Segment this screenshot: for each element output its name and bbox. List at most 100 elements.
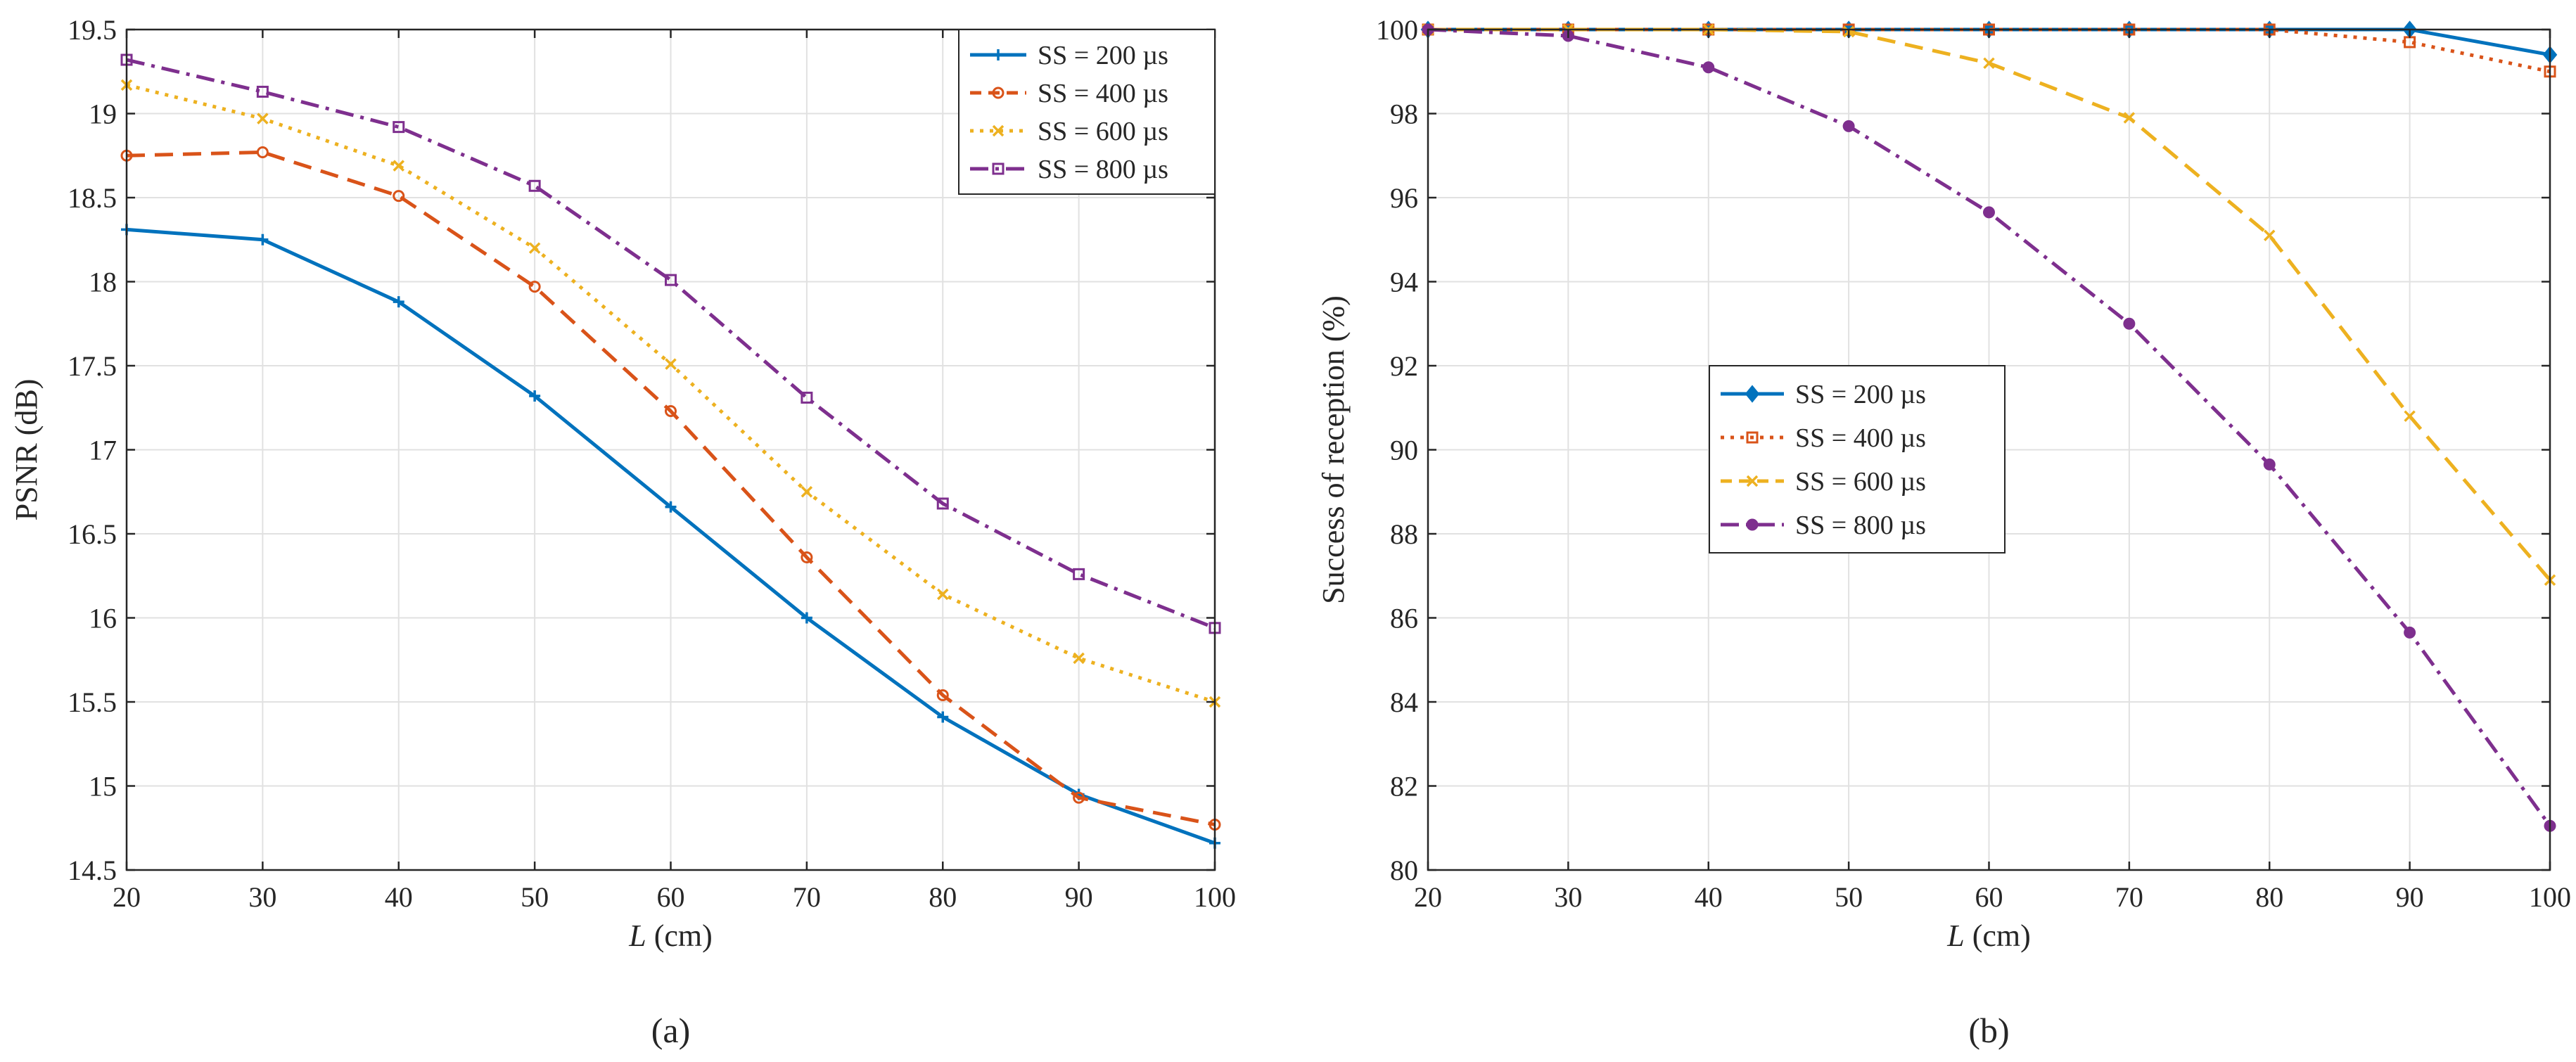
- y-tick-label: 96: [1390, 182, 1418, 214]
- data-point: [1983, 57, 1995, 70]
- legend-item: SS = 400 µs: [970, 79, 1168, 108]
- data-point: [528, 242, 541, 254]
- data-point: [1702, 61, 1715, 74]
- legend-marker: [992, 162, 1005, 175]
- legend-label: SS = 200 µs: [1795, 380, 1926, 409]
- data-point: [257, 113, 269, 124]
- x-tick-label: 50: [1835, 881, 1863, 913]
- legend-item: SS = 800 µs: [1721, 511, 1926, 540]
- y-tick-label: 16.5: [68, 518, 117, 550]
- data-point: [393, 296, 404, 308]
- series-line: [126, 58, 1216, 630]
- legend-item: SS = 200 µs: [970, 41, 1168, 70]
- data-point: [528, 281, 541, 293]
- y-tick-label: 19.5: [68, 14, 117, 46]
- y-tick-label: 82: [1390, 771, 1418, 802]
- legend-item: SS = 800 µs: [970, 155, 1168, 184]
- y-tick-label: 98: [1390, 98, 1418, 130]
- legend-box: [958, 29, 1216, 195]
- x-tick-label: 40: [1695, 881, 1723, 913]
- legend-label: SS = 400 µs: [1795, 423, 1926, 453]
- data-point: [256, 146, 269, 158]
- x-axis-label: L (cm): [628, 919, 713, 953]
- data-point: [1073, 652, 1085, 665]
- legend-marker: [1745, 385, 1760, 403]
- y-tick-label: 100: [1376, 14, 1418, 46]
- y-tick-label: 16: [89, 603, 117, 634]
- x-tick-label: 20: [113, 881, 141, 913]
- legend-label: SS = 800 µs: [1795, 511, 1926, 540]
- y-tick-label: 17.5: [68, 350, 117, 382]
- chart-panel-b: 20 30 40 50 60 70 80 90 100 80 82 84 86 88 90 92 94 96 98 1…: [1316, 14, 2571, 1050]
- y-tick-label: 88: [1390, 518, 1418, 550]
- data-point: [936, 497, 949, 510]
- y-tick-label: 84: [1390, 686, 1418, 718]
- x-tick-label: 70: [793, 881, 821, 913]
- x-tick-label: 50: [521, 881, 549, 913]
- x-tick-label: 70: [2115, 881, 2143, 913]
- legend-marker: [993, 49, 1004, 60]
- x-axis-label-unit: (cm): [646, 919, 713, 953]
- y-tick-label: 15: [89, 771, 117, 802]
- x-axis-label-variable: L: [628, 919, 646, 953]
- data-point: [1842, 120, 1855, 132]
- data-point: [937, 711, 949, 723]
- panel-label: (a): [651, 1011, 691, 1050]
- y-tick-label: 92: [1390, 350, 1418, 382]
- legend-item: SS = 600 µs: [1721, 467, 1926, 497]
- y-tick-label: 17: [89, 435, 117, 466]
- y-tick-label: 19: [89, 98, 117, 130]
- x-tick-label: 30: [248, 881, 276, 913]
- x-tick-label: 30: [1554, 881, 1582, 913]
- data-point: [665, 358, 677, 370]
- x-tick-label: 90: [1065, 881, 1093, 913]
- panel-label: (b): [1968, 1011, 2009, 1050]
- legend-item: SS = 200 µs: [1721, 380, 1926, 409]
- y-tick-label: 18: [89, 267, 117, 298]
- x-tick-label: 80: [929, 881, 957, 913]
- x-axis-label: L (cm): [1946, 919, 2031, 953]
- y-axis-label: PSNR (dB): [9, 379, 44, 521]
- data-point: [257, 233, 269, 245]
- data-point: [665, 501, 677, 513]
- data-point: [801, 612, 812, 624]
- data-point: [2263, 458, 2276, 471]
- series-ss-400-s: [120, 146, 1221, 831]
- chart-panel-a: 20 30 40 50 60 70 80 90 100 14.5 15 15.5 16 16.5 17 17.…: [9, 14, 1236, 1050]
- legend-label: SS = 800 µs: [1038, 155, 1168, 184]
- data-point: [801, 391, 813, 404]
- y-axis-label: Success of reception (%): [1316, 295, 1351, 604]
- data-point: [665, 274, 677, 286]
- data-point: [1983, 206, 1995, 219]
- legend-label: SS = 400 µs: [1038, 79, 1168, 108]
- series-ss-800-s: [1422, 23, 2556, 832]
- data-point: [529, 390, 541, 402]
- x-tick-label: 60: [1975, 881, 2003, 913]
- legend-marker: [992, 124, 1005, 137]
- data-point: [2404, 410, 2416, 422]
- data-point: [2123, 112, 2136, 124]
- data-point: [937, 588, 949, 601]
- x-axis-label-variable: L: [1946, 919, 1964, 953]
- data-point: [936, 689, 949, 701]
- x-axis-label-unit: (cm): [1965, 919, 2031, 953]
- legend-marker: [1746, 431, 1759, 444]
- x-tick-label: 90: [2396, 881, 2424, 913]
- data-point: [2264, 229, 2276, 242]
- data-point: [393, 160, 404, 172]
- legend-label: SS = 600 µs: [1795, 467, 1926, 497]
- tick-labels: 20 30 40 50 60 70 80 90 100 80 82 84 86 88 90 92 94 96 98 1…: [1376, 14, 2571, 913]
- x-tick-label: 80: [2255, 881, 2283, 913]
- data-point: [2404, 626, 2416, 639]
- legend: SS = 200 µs SS = 400 µs SS = 600 µs SS = 80…: [1709, 365, 2006, 554]
- legend: SS = 200 µs SS = 400 µs SS = 600 µs SS = 80…: [958, 29, 1216, 195]
- legend-item: SS = 400 µs: [1721, 423, 1926, 453]
- legend-box: [1709, 365, 2006, 554]
- data-point: [665, 405, 677, 418]
- legend-label: SS = 600 µs: [1038, 117, 1168, 146]
- y-tick-label: 90: [1390, 435, 1418, 466]
- y-tick-label: 94: [1390, 267, 1418, 298]
- x-tick-label: 60: [657, 881, 685, 913]
- data-point: [801, 486, 813, 498]
